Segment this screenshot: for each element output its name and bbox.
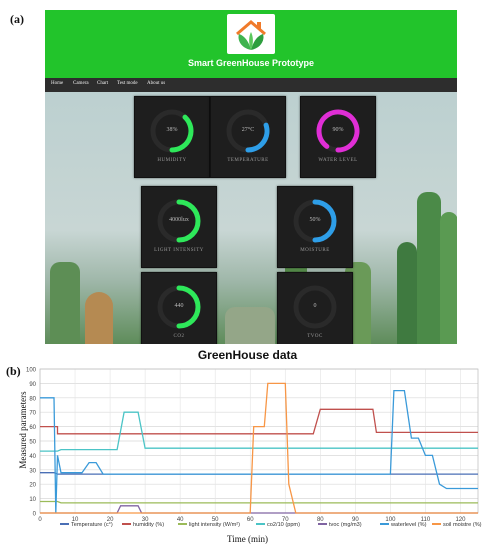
tvoc-gauge-icon	[293, 285, 337, 329]
chart-title: GreenHouse data	[197, 348, 298, 362]
x-tick-label: 70	[282, 517, 289, 523]
x-tick-label: 110	[421, 517, 431, 523]
series-line-2	[40, 500, 478, 504]
y-tick-label: 50	[29, 440, 36, 446]
co2-label: CO2	[173, 334, 185, 339]
legend-entry: waterlevel (%)	[390, 522, 427, 528]
tile-co2: 440 CO2	[141, 272, 217, 344]
y-tick-label: 20	[29, 483, 36, 489]
nav-camera[interactable]: Camera	[73, 81, 89, 86]
x-tick-label: 10	[72, 517, 79, 523]
co2-value: 440	[174, 303, 184, 309]
humidity-gauge-icon	[150, 109, 194, 153]
nav-home[interactable]: Home	[51, 81, 64, 86]
series-line-3	[40, 411, 478, 452]
x-axis-label: Time (min)	[227, 534, 268, 544]
legend-entry: light intensity (W/m²)	[189, 522, 240, 528]
y-tick-label: 0	[33, 512, 37, 518]
legend-entry: soil moistre (%)	[443, 522, 482, 528]
tile-light-intensity: 4000lux LIGHT INTENSITY	[141, 186, 217, 268]
app-nav: Home Camera Chart Test mode About us	[45, 78, 457, 92]
temperature-label: TEMPERATURE	[227, 158, 269, 163]
app-title: Smart GreenHouse Prototype	[187, 58, 315, 68]
x-tick-label: 120	[455, 517, 466, 523]
y-tick-label: 100	[26, 368, 37, 374]
humidity-label: HUMIDITY	[157, 158, 187, 163]
y-tick-label: 90	[29, 382, 36, 388]
series-line-5	[40, 389, 478, 514]
app-header: Smart GreenHouse Prototype	[45, 10, 457, 78]
x-tick-label: 20	[107, 517, 114, 523]
temperature-value: 27°C	[241, 127, 255, 133]
y-tick-label: 40	[29, 454, 36, 460]
light-intensity-label: LIGHT INTENSITY	[154, 248, 204, 253]
water-level-gauge-icon	[316, 109, 360, 153]
y-tick-label: 30	[29, 468, 36, 474]
x-tick-label: 80	[317, 517, 324, 523]
x-tick-label: 30	[142, 517, 149, 523]
panel-label-a: (a)	[10, 12, 24, 26]
y-tick-label: 80	[29, 396, 36, 402]
series-line-1	[40, 408, 478, 435]
series-line-4	[40, 505, 478, 514]
light-intensity-gauge-icon	[157, 199, 201, 243]
tile-tvoc: 0 TVOC	[277, 272, 353, 344]
light-intensity-value: 4000lux	[169, 217, 189, 223]
x-tick-label: 40	[177, 517, 184, 523]
y-tick-label: 60	[29, 425, 36, 431]
tile-temperature: 27°C TEMPERATURE	[210, 96, 286, 178]
co2-gauge-icon	[157, 285, 201, 329]
app-screenshot: Smart GreenHouse Prototype Home Camera C…	[45, 10, 457, 344]
water-level-value: 90%	[332, 127, 344, 133]
nav-test-mode[interactable]: Test mode	[117, 81, 138, 86]
tile-humidity: 38% HUMIDITY	[134, 96, 210, 178]
panel-label-b: (b)	[6, 364, 21, 378]
greenhouse-logo-icon	[227, 14, 275, 54]
legend-entry: tvoc (mg/m3)	[329, 522, 362, 528]
moisture-gauge-icon	[293, 199, 337, 243]
y-tick-label: 70	[29, 411, 36, 417]
tvoc-label: TVOC	[307, 334, 323, 339]
series-line-0	[40, 472, 478, 475]
moisture-value: 50%	[309, 217, 321, 223]
temperature-gauge-icon	[226, 109, 270, 153]
water-level-label: WATER LEVEL	[318, 158, 358, 163]
x-tick-label: 0	[38, 517, 42, 523]
x-tick-label: 90	[352, 517, 359, 523]
plot-frame	[39, 368, 479, 514]
humidity-value: 38%	[166, 127, 178, 133]
moisture-label: MOISTURE	[300, 248, 330, 253]
nav-about-us[interactable]: About us	[147, 81, 166, 86]
legend-entry: co2/10 (ppm)	[267, 522, 300, 528]
tile-moisture: 50% MOISTURE	[277, 186, 353, 268]
tvoc-value: 0	[313, 303, 317, 309]
legend-entry: Temperature (c°)	[71, 522, 113, 528]
nav-chart[interactable]: Chart	[97, 81, 109, 86]
x-tick-label: 100	[385, 517, 396, 523]
y-axis-label: Measured parameters	[18, 391, 28, 469]
legend-entry: humidity (%)	[133, 522, 164, 528]
x-tick-label: 60	[247, 517, 254, 523]
y-tick-label: 10	[29, 497, 36, 503]
x-tick-label: 50	[212, 517, 219, 523]
series-line-6	[40, 382, 478, 514]
tile-water-level: 90% WATER LEVEL	[300, 96, 376, 178]
